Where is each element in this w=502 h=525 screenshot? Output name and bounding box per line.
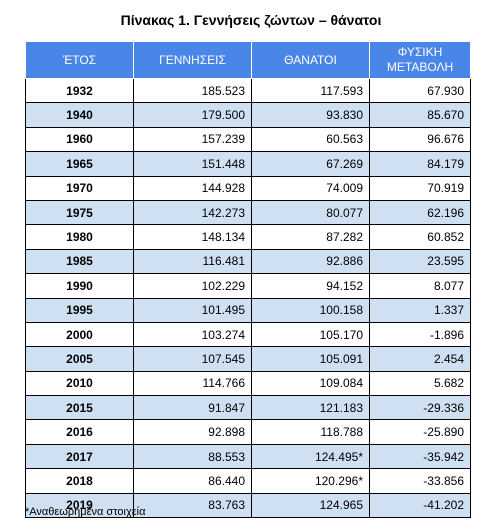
deaths-cell: 94.152 — [251, 273, 370, 299]
table-row: 1980 148.134 87.282 60.852 — [25, 224, 471, 250]
natural-change-cell: 5.682 — [369, 370, 471, 397]
births-cell: 142.273 — [133, 199, 252, 226]
natural-change-cell: -35.942 — [369, 443, 471, 470]
year-cell: 1995 — [25, 297, 134, 323]
births-cell: 86.440 — [133, 468, 252, 494]
table-body: 1932 185.523 117.593 67.930 1940 179.500 93.83… — [25, 77, 471, 519]
deaths-cell: 80.077 — [251, 199, 370, 226]
births-cell: 83.763 — [133, 492, 252, 519]
births-cell: 107.545 — [133, 346, 252, 372]
births-cell: 88.553 — [133, 443, 252, 470]
header-births: ΓΕΝΝΗΣΕΙΣ — [133, 41, 252, 79]
births-cell: 103.274 — [133, 321, 252, 348]
table-row: 2015 91.847 121.183 -29.336 — [25, 395, 471, 421]
deaths-cell: 118.788 — [251, 419, 370, 445]
natural-change-cell: -41.202 — [369, 492, 471, 519]
table-row: 2000 103.274 105.170 -1.896 — [25, 321, 471, 348]
natural-change-cell: 62.196 — [369, 199, 471, 226]
natural-change-cell: 85.670 — [369, 102, 471, 128]
year-cell: 2015 — [25, 395, 134, 421]
births-cell: 157.239 — [133, 126, 252, 153]
deaths-cell: 92.886 — [251, 248, 370, 275]
births-cell: 179.500 — [133, 102, 252, 128]
year-cell: 1940 — [25, 102, 134, 128]
births-cell: 116.481 — [133, 248, 252, 275]
natural-change-cell: 2.454 — [369, 346, 471, 372]
births-cell: 148.134 — [133, 224, 252, 250]
natural-change-cell: -1.896 — [369, 321, 471, 348]
deaths-cell: 124.495* — [251, 443, 370, 470]
year-cell: 1970 — [25, 175, 134, 201]
table-title: Πίνακας 1. Γεννήσεις ζώντων – θάνατοι — [120, 12, 382, 28]
births-cell: 185.523 — [133, 77, 252, 104]
deaths-cell: 124.965 — [251, 492, 370, 519]
natural-change-cell: -25.890 — [369, 419, 471, 445]
deaths-cell: 60.563 — [251, 126, 370, 153]
year-cell: 2019 — [25, 492, 134, 519]
deaths-cell: 87.282 — [251, 224, 370, 250]
year-cell: 2017 — [25, 443, 134, 470]
deaths-cell: 100.158 — [251, 297, 370, 323]
deaths-cell: 105.091 — [251, 346, 370, 372]
table-row: 2017 88.553 124.495* -35.942 — [25, 443, 471, 470]
deaths-cell: 121.183 — [251, 395, 370, 421]
year-cell: 2005 — [25, 346, 134, 372]
header-year: ΈΤΟΣ — [25, 41, 134, 79]
table-row: 2016 92.898 118.788 -25.890 — [25, 419, 471, 445]
year-cell: 2016 — [25, 419, 134, 445]
year-cell: 1980 — [25, 224, 134, 250]
table-row: 2019 83.763 124.965 -41.202 — [25, 492, 471, 519]
deaths-cell: 120.296* — [251, 468, 370, 494]
table-row: 2018 86.440 120.296* -33.856 — [25, 468, 471, 494]
births-cell: 91.847 — [133, 395, 252, 421]
table-row: 1990 102.229 94.152 8.077 — [25, 273, 471, 299]
year-cell: 1975 — [25, 199, 134, 226]
births-cell: 151.448 — [133, 151, 252, 177]
natural-change-cell: 96.676 — [369, 126, 471, 153]
deaths-cell: 117.593 — [251, 77, 370, 104]
year-cell: 2000 — [25, 321, 134, 348]
births-cell: 144.928 — [133, 175, 252, 201]
natural-change-cell: 8.077 — [369, 273, 471, 299]
natural-change-cell: 67.930 — [369, 77, 471, 104]
year-cell: 1932 — [25, 77, 134, 104]
year-cell: 2018 — [25, 468, 134, 494]
year-cell: 2010 — [25, 370, 134, 397]
table-row: 1965 151.448 67.269 84.179 — [25, 151, 471, 177]
table-row: 1975 142.273 80.077 62.196 — [25, 199, 471, 226]
natural-change-cell: 23.595 — [369, 248, 471, 275]
year-cell: 1985 — [25, 248, 134, 275]
table-row: 1932 185.523 117.593 67.930 — [25, 77, 471, 104]
births-cell: 101.495 — [133, 297, 252, 323]
deaths-cell: 67.269 — [251, 151, 370, 177]
births-cell: 102.229 — [133, 273, 252, 299]
footnote: *Αναθεωρημένα στοιχεία — [25, 506, 146, 518]
natural-change-cell: -29.336 — [369, 395, 471, 421]
year-cell: 1990 — [25, 273, 134, 299]
natural-change-cell: 84.179 — [369, 151, 471, 177]
table-row: 2010 114.766 109.084 5.682 — [25, 370, 471, 397]
table-row: 2005 107.545 105.091 2.454 — [25, 346, 471, 372]
table-row: 1940 179.500 93.830 85.670 — [25, 102, 471, 128]
natural-change-cell: -33.856 — [369, 468, 471, 494]
year-cell: 1965 — [25, 151, 134, 177]
table-row: 1960 157.239 60.563 96.676 — [25, 126, 471, 153]
deaths-cell: 93.830 — [251, 102, 370, 128]
natural-change-cell: 60.852 — [369, 224, 471, 250]
natural-change-cell: 70.919 — [369, 175, 471, 201]
year-cell: 1960 — [25, 126, 134, 153]
deaths-cell: 105.170 — [251, 321, 370, 348]
births-cell: 114.766 — [133, 370, 252, 397]
births-deaths-table: ΈΤΟΣ ΓΕΝΝΗΣΕΙΣ ΘΑΝΑΤΟΙ ΦΥΣΙΚΗ ΜΕΤΑΒΟΛΗ 1… — [25, 41, 471, 519]
natural-change-cell: 1.337 — [369, 297, 471, 323]
table-row: 1970 144.928 74.009 70.919 — [25, 175, 471, 201]
deaths-cell: 109.084 — [251, 370, 370, 397]
header-row: ΈΤΟΣ ΓΕΝΝΗΣΕΙΣ ΘΑΝΑΤΟΙ ΦΥΣΙΚΗ ΜΕΤΑΒΟΛΗ — [25, 41, 471, 79]
births-cell: 92.898 — [133, 419, 252, 445]
header-deaths: ΘΑΝΑΤΟΙ — [251, 41, 370, 79]
header-natural-change: ΦΥΣΙΚΗ ΜΕΤΑΒΟΛΗ — [369, 41, 471, 79]
table-row: 1995 101.495 100.158 1.337 — [25, 297, 471, 323]
table-row: 1985 116.481 92.886 23.595 — [25, 248, 471, 275]
deaths-cell: 74.009 — [251, 175, 370, 201]
